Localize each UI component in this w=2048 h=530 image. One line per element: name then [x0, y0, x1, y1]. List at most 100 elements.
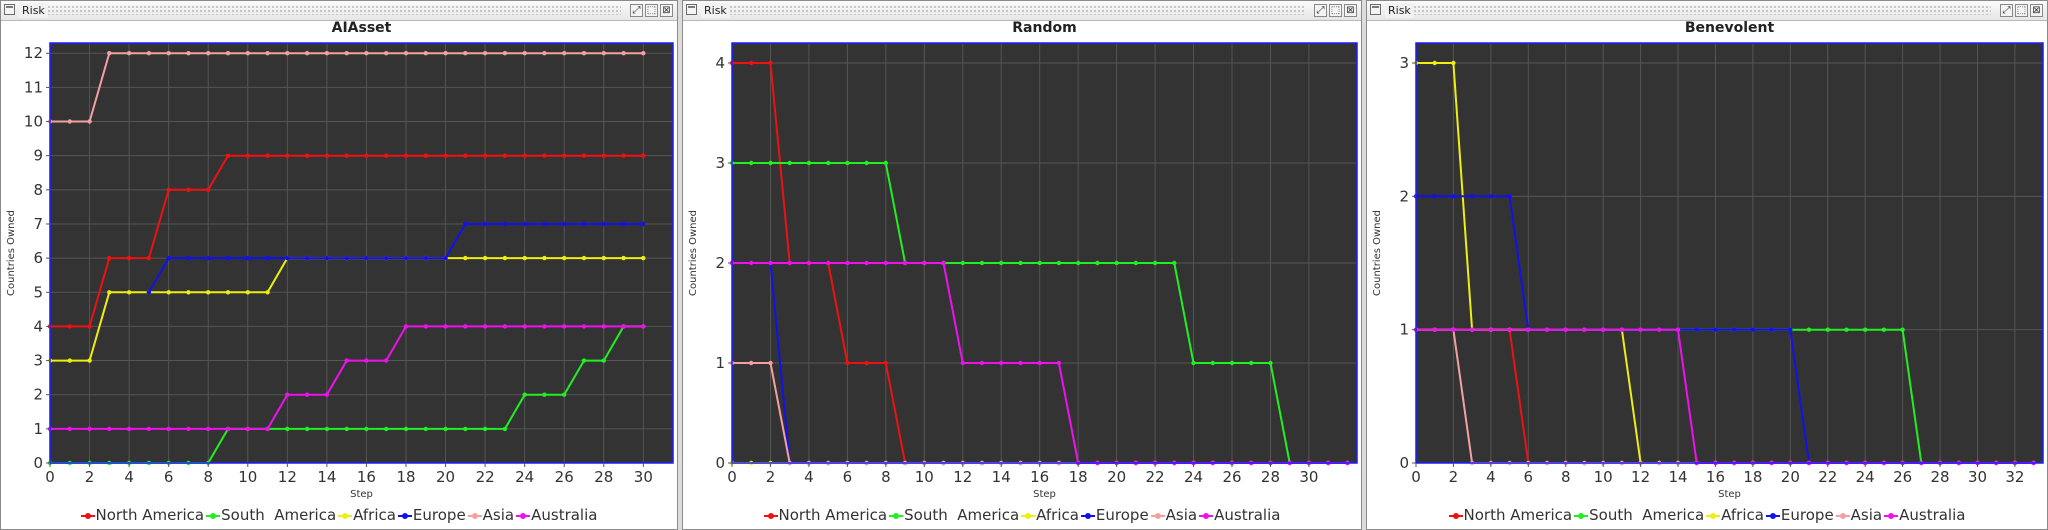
maximize-icon[interactable]: ⬚: [645, 4, 658, 17]
data-point: [186, 255, 191, 261]
x-tick-label: 32: [2005, 468, 2024, 486]
legend-item-asia: Asia: [1150, 506, 1197, 524]
data-point: [883, 160, 888, 166]
data-point: [87, 324, 92, 329]
minimize-icon[interactable]: ⤢: [2000, 4, 2013, 17]
data-point: [1114, 260, 1119, 266]
data-point: [941, 260, 946, 266]
window-titlebar[interactable]: Risk ⤢ ⬚ ⊠: [683, 1, 1361, 21]
plot-border: [49, 42, 674, 464]
close-icon[interactable]: ⊠: [2030, 4, 2043, 17]
legend-label: South America: [221, 506, 337, 524]
data-point: [443, 153, 448, 158]
data-point: [749, 260, 754, 266]
y-tick-label: 6: [33, 249, 43, 267]
x-tick-label: 2: [85, 468, 95, 486]
legend-label: Asia: [1850, 506, 1883, 524]
data-point: [1095, 260, 1100, 266]
data-point: [443, 324, 448, 329]
legend-label: South America: [904, 506, 1020, 524]
y-tick-label: 0: [1399, 454, 1409, 472]
data-point: [265, 426, 270, 432]
x-tick-label: 0: [1411, 468, 1421, 486]
close-icon[interactable]: ⊠: [1344, 4, 1357, 17]
x-tick-label: 10: [1594, 468, 1613, 486]
data-point: [245, 426, 250, 432]
legend-swatch: [516, 513, 531, 519]
data-point: [1713, 327, 1718, 332]
maximize-icon[interactable]: ⬚: [2015, 4, 2028, 17]
window-titlebar[interactable]: Risk ⤢ ⬚ ⊠: [1, 1, 677, 21]
window-title: Risk: [701, 3, 730, 18]
data-point: [845, 360, 850, 366]
x-tick-label: 26: [1893, 468, 1912, 486]
data-point: [1844, 327, 1849, 332]
legend-label: Europe: [412, 506, 466, 524]
data-point: [562, 221, 567, 227]
data-point: [304, 153, 310, 158]
x-tick-label: 0: [45, 468, 55, 486]
legend-swatch: [1706, 513, 1721, 519]
legend-item-australia: Australia: [516, 506, 597, 524]
chart-window-random: Risk ⤢ ⬚ ⊠ Random 0 2 4 6 8 10 12 14 16 18 20 22 24 26 28…: [682, 0, 1362, 530]
legend-label: North America: [95, 506, 205, 524]
data-point: [1191, 360, 1196, 366]
x-tick-label: 22: [1146, 468, 1165, 486]
data-point: [562, 324, 567, 329]
x-axis-label: Step: [1033, 489, 1056, 500]
legend-item-asia: Asia: [1835, 506, 1883, 524]
y-tick-label: 11: [24, 78, 43, 96]
data-point: [67, 324, 73, 329]
data-point: [601, 153, 606, 158]
data-point: [1268, 360, 1273, 366]
data-point: [1806, 327, 1812, 332]
window-icon: [4, 4, 15, 15]
legend-label: North America: [778, 506, 888, 524]
minimize-icon[interactable]: ⤢: [630, 4, 643, 17]
data-point: [166, 290, 171, 295]
data-point: [621, 255, 626, 261]
data-point: [482, 51, 488, 56]
maximize-icon[interactable]: ⬚: [1329, 4, 1342, 17]
data-point: [87, 358, 92, 363]
y-tick-label: 2: [715, 254, 725, 272]
window-titlebar[interactable]: Risk ⤢ ⬚ ⊠: [1367, 1, 2047, 21]
x-tick-label: 10: [915, 468, 934, 486]
window-icon: [686, 4, 697, 15]
data-point: [522, 255, 527, 261]
x-tick-label: 10: [238, 468, 257, 486]
data-point: [423, 51, 428, 56]
close-icon[interactable]: ⊠: [660, 4, 673, 17]
data-point: [768, 160, 773, 166]
data-point: [443, 426, 448, 432]
data-point: [206, 51, 211, 56]
legend-swatch: [206, 513, 221, 519]
data-point: [206, 255, 211, 261]
legend-item-south-america: South America: [889, 506, 1019, 524]
minimize-icon[interactable]: ⤢: [1314, 4, 1327, 17]
series-asia: [47, 51, 646, 124]
data-point: [787, 260, 792, 266]
data-point: [463, 255, 468, 261]
x-tick-label: 22: [1818, 468, 1837, 486]
data-point: [423, 255, 428, 261]
x-tick-label: 28: [1261, 468, 1280, 486]
data-point: [768, 260, 773, 266]
data-point: [67, 426, 73, 432]
data-point: [146, 255, 152, 261]
x-tick-label: 6: [1524, 468, 1534, 486]
data-point: [883, 260, 888, 266]
data-point: [979, 260, 985, 266]
data-point: [883, 360, 888, 366]
data-point: [186, 187, 191, 192]
data-point: [285, 392, 290, 397]
y-tick-label: 9: [33, 147, 43, 165]
data-point: [107, 51, 112, 56]
data-point: [1750, 327, 1756, 332]
legend-swatch: [1021, 513, 1036, 519]
data-point: [245, 51, 250, 56]
data-point: [1469, 194, 1475, 199]
y-tick-label: 3: [1399, 54, 1409, 72]
x-tick-label: 30: [634, 468, 653, 486]
